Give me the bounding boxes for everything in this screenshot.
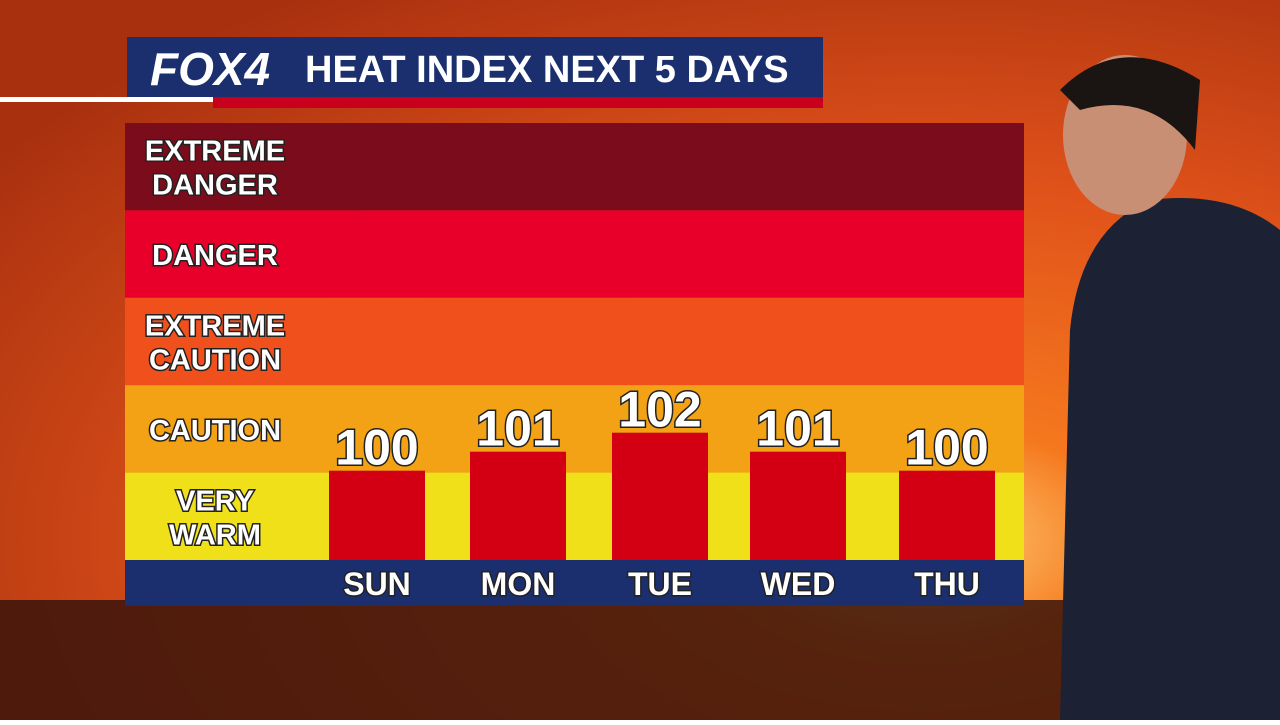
bar <box>750 451 846 560</box>
logo: FOX4 <box>150 43 270 95</box>
x-tick-label: SUN <box>343 566 411 602</box>
zone-band <box>125 210 1024 298</box>
x-tick-label: THU <box>914 566 980 602</box>
presenter-hair <box>1060 57 1200 150</box>
title-stripe <box>213 97 823 108</box>
value-label: 102 <box>618 382 701 438</box>
bar <box>899 470 995 560</box>
zone-label: VERY <box>176 485 254 517</box>
value-label: 100 <box>335 420 418 476</box>
chart-title: HEAT INDEX NEXT 5 DAYS <box>305 49 789 91</box>
zone-label: WARM <box>169 519 261 551</box>
bar <box>470 451 566 560</box>
x-tick-label: TUE <box>628 566 692 602</box>
zone-band <box>125 385 1024 473</box>
value-label: 100 <box>905 420 988 476</box>
zone-band <box>125 123 1024 211</box>
zone-label: EXTREME <box>145 311 285 343</box>
zone-label: DANGER <box>152 170 278 202</box>
value-label: 101 <box>476 401 559 457</box>
zone-label: EXTREME <box>145 136 285 168</box>
category-strip <box>125 560 1024 606</box>
x-tick-label: MON <box>481 566 556 602</box>
zone-label: CAUTION <box>149 345 281 377</box>
zone-label: DANGER <box>152 240 278 272</box>
value-label: 101 <box>756 401 839 457</box>
bar <box>329 470 425 560</box>
title-rule <box>0 97 213 102</box>
zone-band <box>125 472 1024 560</box>
bar <box>612 432 708 560</box>
title-banner <box>127 37 823 97</box>
presenter <box>1060 198 1280 720</box>
x-tick-label: WED <box>761 566 836 602</box>
zone-band <box>125 297 1024 386</box>
zone-label: CAUTION <box>149 415 281 447</box>
